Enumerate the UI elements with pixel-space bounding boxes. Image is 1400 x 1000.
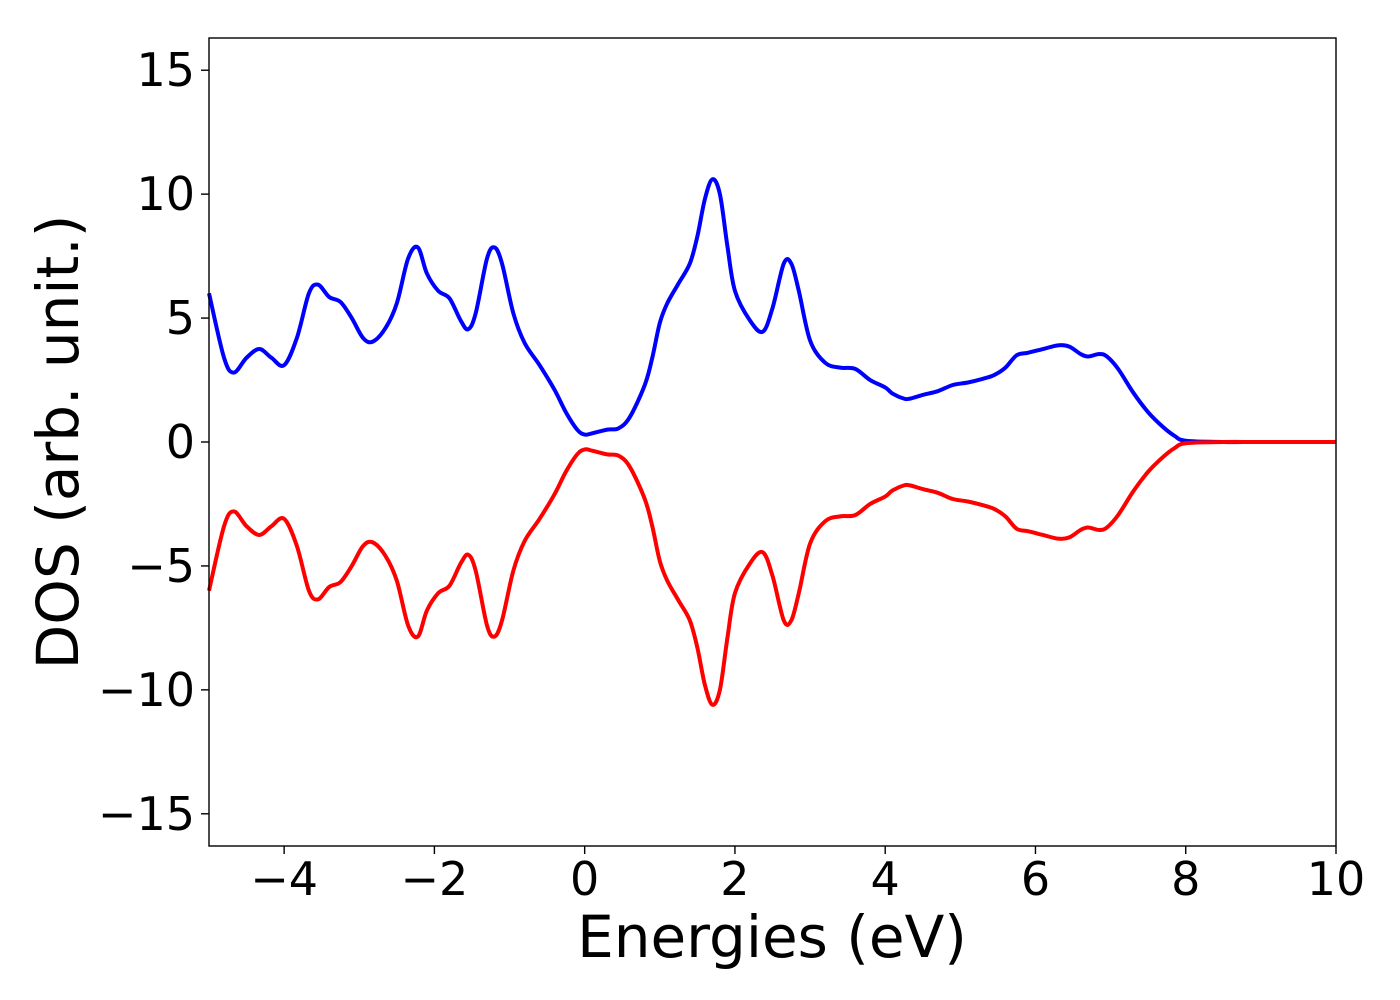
x-tick-label: −4 <box>250 852 318 906</box>
x-tick-label: 6 <box>1021 852 1050 906</box>
x-tick-label: −2 <box>400 852 468 906</box>
y-tick-label: 0 <box>166 415 195 469</box>
x-axis-label: Energies (eV) <box>577 903 967 971</box>
tick-layer: −4 −2 0 2 4 6 8 10 −15 −10 −5 0 5 10 15 <box>98 43 1365 906</box>
y-tick-label: −15 <box>98 787 195 841</box>
y-axis-label: DOS (arb. unit.) <box>24 215 92 670</box>
y-tick-label: 15 <box>136 43 195 97</box>
series-line-up <box>207 177 1336 445</box>
series-line-down <box>207 439 1336 707</box>
y-tick-label: −5 <box>127 539 195 593</box>
x-tick-label: 0 <box>570 852 599 906</box>
x-tick-label: 8 <box>1171 852 1200 906</box>
x-tick-label: 2 <box>720 852 749 906</box>
y-tick-label: 5 <box>166 291 195 345</box>
y-tick-label: −10 <box>98 663 195 717</box>
y-tick-label: 10 <box>136 167 195 221</box>
series-layer <box>207 177 1336 707</box>
x-tick-label: 10 <box>1307 852 1366 906</box>
x-tick-label: 4 <box>871 852 900 906</box>
